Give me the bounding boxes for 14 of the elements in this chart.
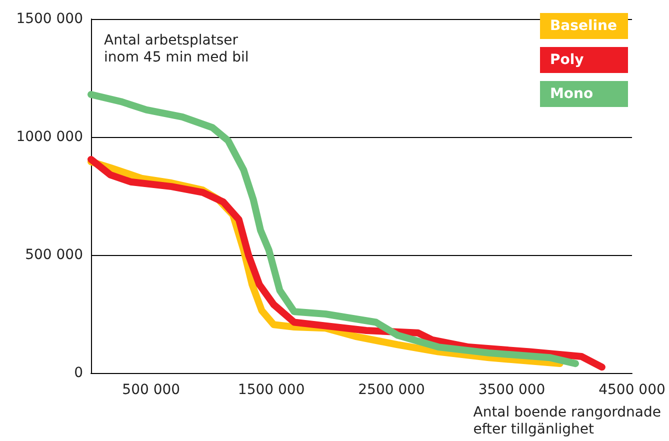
x-tick-label: 2500 000	[358, 382, 425, 398]
y-tick-label: 500 000	[25, 247, 83, 263]
x-tick-label: 500 000	[122, 382, 180, 398]
x-axis-title: Antal boende rangordnade efter tillgänlighet	[473, 404, 662, 438]
y-tick-label: 1500 000	[16, 11, 83, 27]
y-tick-label: 0	[74, 365, 83, 381]
x-tick-label: 3500 000	[478, 382, 546, 398]
y-tick-label: 1000 000	[16, 129, 83, 145]
text: Poly	[550, 52, 584, 68]
y-axis-title: Antal arbetsplatser inom 45 min med bil	[104, 32, 249, 66]
text: Baseline	[550, 18, 618, 34]
x-tick-label: 4500 000	[598, 382, 666, 398]
x-tick-label: 1500 000	[238, 382, 305, 398]
text: Mono	[550, 86, 594, 102]
